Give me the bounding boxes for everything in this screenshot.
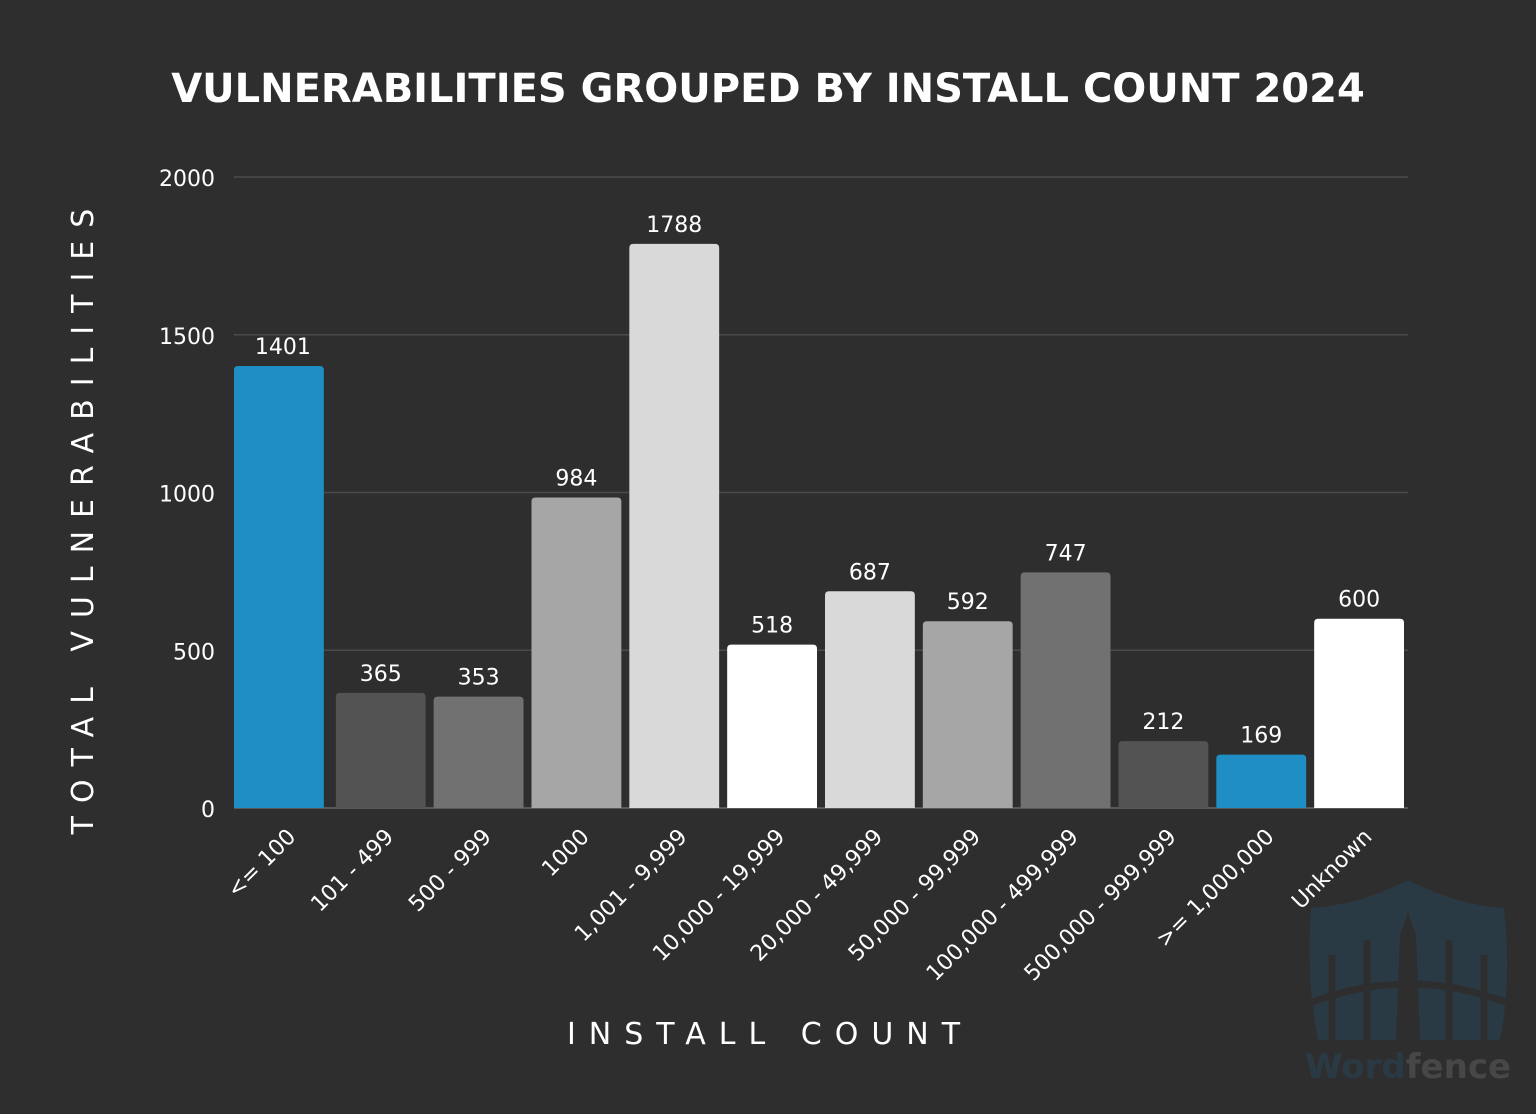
bar — [1118, 741, 1209, 808]
data-label: 169 — [1240, 724, 1282, 749]
data-label: 687 — [849, 560, 891, 585]
bar — [1216, 754, 1307, 808]
y-tick-label: 2000 — [159, 167, 215, 192]
y-tick-label: 1500 — [159, 325, 215, 350]
data-label: 592 — [947, 590, 989, 615]
data-label: 1788 — [646, 213, 702, 238]
bar — [531, 497, 622, 808]
x-tick-label: 101 - 499 — [306, 825, 399, 918]
data-label: 518 — [751, 614, 793, 639]
x-tick-label: <= 100 — [223, 825, 301, 903]
data-label: 747 — [1045, 541, 1087, 566]
data-label: 600 — [1338, 588, 1380, 613]
x-tick-label: 500 - 999 — [404, 825, 497, 918]
bars — [234, 243, 1404, 809]
y-tick-label: 1000 — [159, 483, 215, 508]
svg-text:Wordfence: Wordfence — [1305, 1047, 1511, 1087]
bar — [825, 591, 915, 808]
bar — [922, 621, 1013, 808]
bar — [234, 365, 324, 808]
y-axis-ticks: 0 500 1000 1500 2000 — [159, 167, 215, 823]
data-label: 353 — [458, 666, 500, 691]
y-axis-label: TOTAL VULNERABILITIES — [66, 196, 101, 836]
bar — [629, 243, 720, 809]
bar — [335, 692, 426, 808]
bar — [433, 696, 524, 808]
x-tick-label: 1000 — [537, 825, 594, 882]
data-label: 365 — [360, 662, 402, 687]
data-label: 212 — [1142, 710, 1184, 735]
bar — [1314, 618, 1404, 808]
y-tick-label: 0 — [201, 798, 215, 823]
y-tick-label: 500 — [173, 640, 215, 665]
data-label: 984 — [555, 467, 597, 492]
gridlines — [234, 176, 1408, 809]
bar — [727, 644, 817, 808]
x-axis-label: INSTALL COUNT — [567, 1017, 973, 1052]
bar — [1020, 572, 1111, 808]
data-labels: 1401 365 353 984 1788 518 687 592 747 212 169 600 — [255, 213, 1380, 749]
wordfence-logo: Wordfence — [1305, 880, 1511, 1087]
data-label: 1401 — [255, 335, 311, 360]
chart-title: VULNERABILITIES GROUPED BY INSTALL COUNT… — [171, 66, 1365, 112]
